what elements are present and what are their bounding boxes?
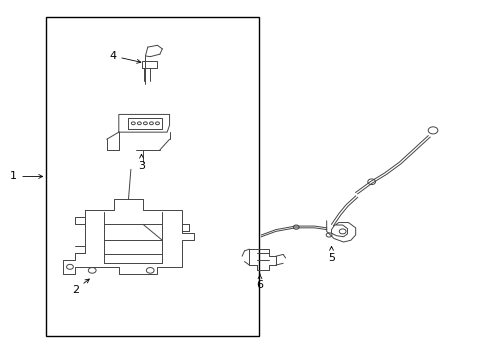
Text: 1: 1: [10, 171, 42, 181]
Text: 4: 4: [109, 51, 141, 63]
Text: 2: 2: [72, 279, 89, 295]
Text: 3: 3: [138, 154, 145, 171]
Text: 5: 5: [327, 247, 334, 263]
Text: 6: 6: [256, 274, 263, 289]
Bar: [46, 17, 259, 336]
